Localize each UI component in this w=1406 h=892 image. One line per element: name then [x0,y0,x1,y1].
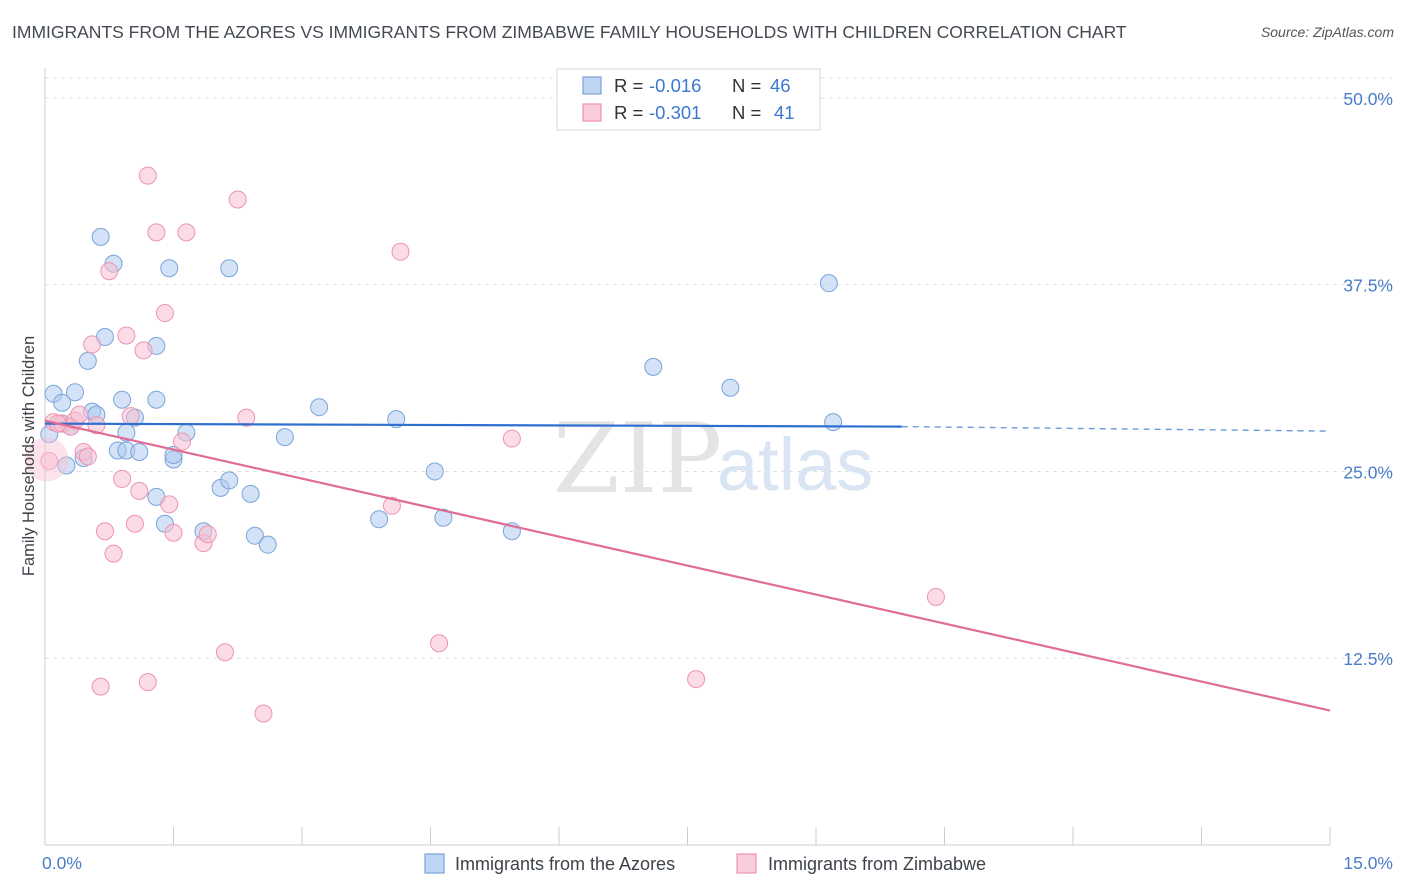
azores-point [78,351,97,370]
azores-trend-extension [901,425,1331,432]
series-legend-label-zimbabwe: Immigrants from Zimbabwe [768,854,986,874]
trend-layer [44,419,1331,712]
azores-point [53,393,72,412]
azores-point [130,443,149,462]
zimbabwe-point [430,634,449,653]
page-title: IMMIGRANTS FROM THE AZORES VS IMMIGRANTS… [12,22,1127,42]
azores-point [245,526,264,545]
zimbabwe-point [117,326,136,345]
zimbabwe-point [125,514,144,533]
watermark: ZIP atlas [553,403,873,515]
stats-legend-n-label-zimbabwe: N = [732,102,761,123]
zimbabwe-point [254,704,273,723]
points-layer [24,166,945,723]
series-legend-label-azores: Immigrants from the Azores [455,854,675,874]
stats-legend-n-value-zimbabwe: 41 [774,102,795,123]
zimbabwe-point [382,496,401,515]
y-axis-label: Family Households with Children [20,336,38,576]
zimbabwe-point [155,304,174,323]
zimbabwe-point [104,544,123,563]
azores-point [147,390,166,409]
zimbabwe-point [237,408,256,427]
zimbabwe-point [121,407,140,426]
series-legend-swatch-azores [424,853,445,874]
zimbabwe-point [130,481,149,500]
stats-legend-r-label-zimbabwe: R = [614,102,643,123]
source-credit: Source: ZipAtlas.com [1260,24,1394,40]
zimbabwe-point [687,670,706,689]
azores-point [310,398,329,417]
azores-point [721,378,740,397]
zimbabwe-point [83,335,102,354]
azores-point [57,456,76,475]
series-legend: Immigrants from the Azores Immigrants fr… [424,853,986,874]
zimbabwe-point [100,262,119,281]
azores-point [65,383,84,402]
azores-point [387,410,406,429]
stats-legend: R = -0.016 N = 46 R = -0.301 N = 41 [556,68,821,131]
azores-point [644,357,663,376]
azores-point [241,484,260,503]
azores-point [425,462,444,481]
azores-point [220,471,239,490]
azores-point [824,413,843,432]
azores-point [819,274,838,293]
zimbabwe-point [95,522,114,541]
y-tick-label: 12.5% [1343,649,1393,669]
zimbabwe-point [502,429,521,448]
zimbabwe-point [198,525,217,544]
zimbabwe-point [40,451,59,470]
series-legend-swatch-zimbabwe [736,853,757,874]
zimbabwe-point [177,223,196,242]
zimbabwe-cluster-bubble [24,437,69,482]
zimbabwe-point [138,166,157,185]
azores-point [91,227,110,246]
zimbabwe-point [70,405,89,424]
zimbabwe-point [147,223,166,242]
azores-point [160,259,179,278]
y-tick-label: 50.0% [1343,89,1393,109]
zimbabwe-point [87,416,106,435]
x-tick-label: 15.0% [1343,853,1393,873]
azores-point [370,510,389,529]
azores-point [220,259,239,278]
zimbabwe-point [138,673,157,692]
azores-point [258,535,277,554]
watermark-atlas: atlas [717,423,873,506]
x-tick-label: 0.0% [42,853,82,873]
azores-point [113,390,132,409]
zimbabwe-point [391,242,410,261]
y-tick-label: 37.5% [1343,276,1393,296]
watermark-zip: ZIP [553,403,722,515]
stats-legend-n-label-azores: N = [732,75,761,96]
zimbabwe-point [78,447,97,466]
zimbabwe-point [164,523,183,542]
grid-layer [45,77,1392,659]
azores-trend-line [44,422,902,428]
stats-legend-r-value-zimbabwe: -0.301 [649,102,701,123]
stats-legend-swatch-zimbabwe [582,103,602,122]
stats-legend-n-value-azores: 46 [770,75,791,96]
zimbabwe-point [134,341,153,360]
zimbabwe-point [173,432,192,451]
stats-legend-swatch-azores [582,76,602,95]
zimbabwe-point [113,469,132,488]
zimbabwe-point [160,495,179,514]
zimbabwe-point [91,677,110,696]
zimbabwe-point [215,643,234,662]
y-tick-label: 25.0% [1343,462,1393,482]
zimbabwe-point [926,587,945,606]
azores-point [434,508,453,527]
tick-labels: 12.5% 25.0% 37.5% 50.0% 0.0% 15.0% [42,89,1393,873]
zimbabwe-trend-line [44,419,1331,712]
stats-legend-r-value-azores: -0.016 [649,75,701,96]
zimbabwe-point [228,190,247,209]
stats-legend-r-label-azores: R = [614,75,643,96]
azores-point [275,428,294,447]
